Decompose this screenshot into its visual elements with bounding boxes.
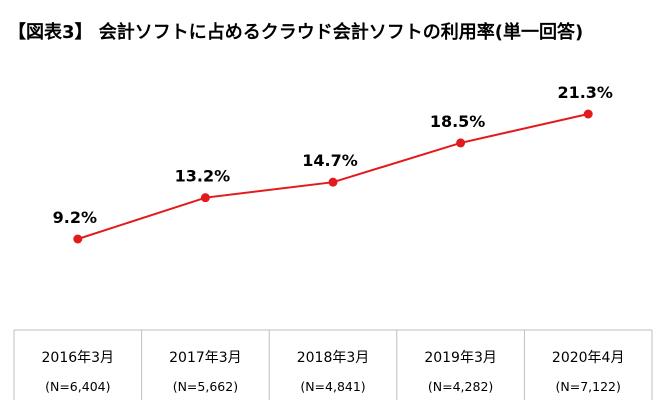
category-separators xyxy=(13,330,653,400)
data-point xyxy=(583,109,593,119)
sample-size-label: (N=4,282) xyxy=(428,379,493,394)
sample-size-label: (N=7,122) xyxy=(556,379,621,394)
data-label: 21.3% xyxy=(557,83,613,102)
category-label: 2020年4月 xyxy=(552,350,625,366)
sample-size-label: (N=6,404) xyxy=(45,379,110,394)
data-point xyxy=(328,177,338,187)
chart-title: 【図表3】 会計ソフトに占めるクラウド会計ソフトの利用率(単一回答) xyxy=(8,22,584,43)
sample-size-label: (N=4,841) xyxy=(300,379,365,394)
data-label: 9.2% xyxy=(53,208,97,227)
series-line xyxy=(77,113,589,240)
data-points xyxy=(73,109,593,244)
data-label: 14.7% xyxy=(302,151,358,170)
category-label: 2017年3月 xyxy=(169,350,242,366)
data-point xyxy=(456,138,466,148)
category-label: 2019年3月 xyxy=(424,350,497,366)
data-point xyxy=(200,193,210,203)
category-labels: 2016年3月 (N=6,404) 2017年3月 (N=5,662) 2018年3月 (… xyxy=(42,350,625,394)
category-label: 2016年3月 xyxy=(42,350,115,366)
data-point xyxy=(73,234,83,244)
data-label: 13.2% xyxy=(175,167,231,186)
category-label: 2018年3月 xyxy=(297,350,370,366)
data-labels: 9.2% 13.2% 14.7% 18.5% 21.3% xyxy=(53,83,613,227)
sample-size-label: (N=5,662) xyxy=(173,379,238,394)
data-label: 18.5% xyxy=(430,112,486,131)
